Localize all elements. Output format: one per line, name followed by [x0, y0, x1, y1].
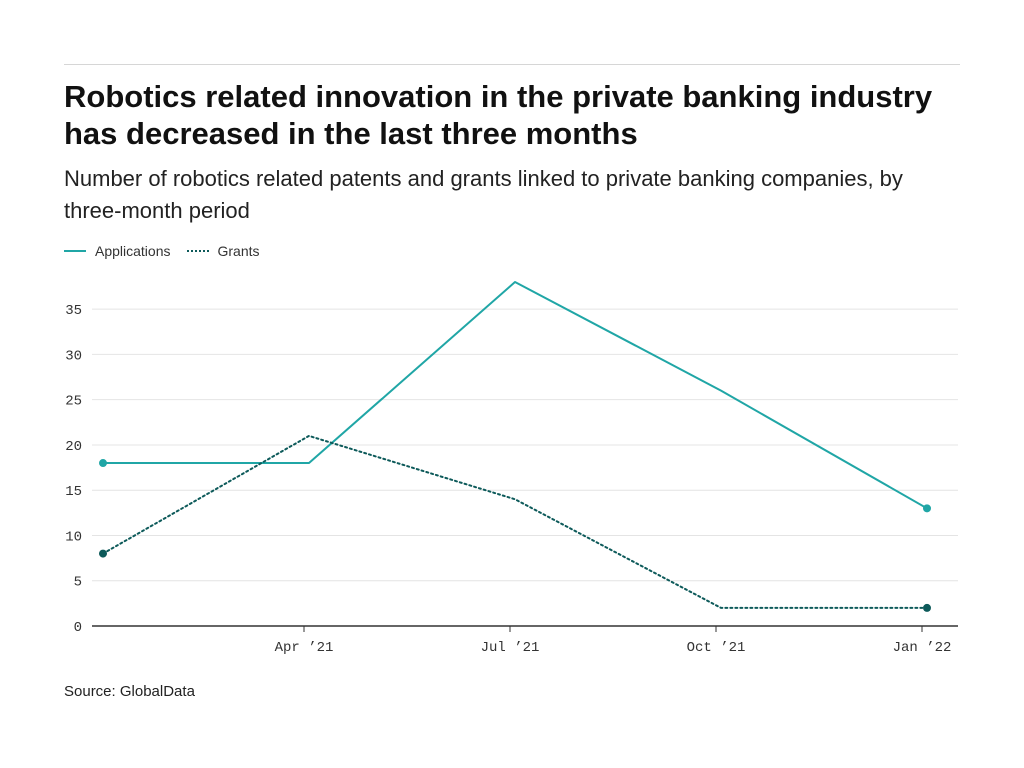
- x-axis-ticks: Apr ’21 Jul ’21 Oct ’21 Jan ’22: [275, 626, 952, 656]
- y-tick-label: 20: [65, 439, 82, 455]
- series-lines: [102, 281, 928, 609]
- data-point-applications: [923, 504, 931, 513]
- y-tick-label: 10: [65, 529, 82, 545]
- data-point-grants: [99, 549, 107, 558]
- y-tick-label: 35: [65, 303, 82, 319]
- gridlines: [92, 308, 958, 627]
- legend-label-grants: Grants: [217, 243, 260, 259]
- series-line-applications: [103, 281, 928, 510]
- legend-item-grants: Grants: [186, 243, 260, 259]
- data-point-applications: [99, 459, 107, 468]
- y-tick-label: 0: [74, 620, 82, 636]
- legend-swatch-applications: [64, 250, 86, 252]
- x-tick-label: Oct ’21: [687, 640, 746, 656]
- legend-swatch-grants: [186, 250, 209, 252]
- x-tick-label: Apr ’21: [275, 640, 334, 656]
- y-axis-ticks: 0 5 10 15 20 25 30 35: [65, 303, 82, 636]
- legend: Applications Grants: [64, 240, 276, 262]
- chart-title: Robotics related innovation in the priva…: [64, 79, 933, 151]
- x-tick-label: Jul ’21: [481, 640, 540, 656]
- x-tick-label: Jan ’22: [893, 640, 952, 656]
- series-line-grants: [102, 434, 928, 609]
- data-point-grants: [923, 603, 931, 612]
- legend-item-applications: Applications: [64, 243, 171, 259]
- chart-subtitle: Number of robotics related patents and g…: [64, 166, 903, 223]
- source-note: Source: GlobalData: [64, 683, 195, 700]
- series-markers: [99, 459, 931, 612]
- y-tick-label: 5: [74, 575, 82, 591]
- y-tick-label: 30: [65, 348, 82, 364]
- y-tick-label: 15: [65, 484, 82, 500]
- legend-label-applications: Applications: [95, 243, 171, 259]
- top-divider: [64, 64, 960, 65]
- y-tick-label: 25: [65, 394, 82, 410]
